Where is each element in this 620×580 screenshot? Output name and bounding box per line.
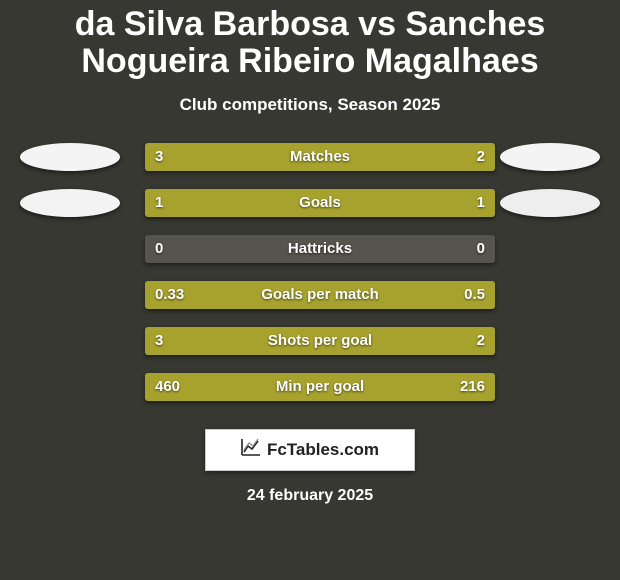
chart-line-icon	[241, 438, 261, 461]
stat-label: Hattricks	[145, 235, 495, 263]
player-a-country-badge	[20, 189, 120, 217]
stat-row: 460216Min per goal	[10, 373, 610, 419]
stat-bar-track: 00Hattricks	[145, 235, 495, 263]
stat-bar-track: 11Goals	[145, 189, 495, 217]
stat-row: 0.330.5Goals per match	[10, 281, 610, 327]
stat-label: Shots per goal	[145, 327, 495, 355]
attribution-text: FcTables.com	[267, 440, 379, 460]
subtitle: Club competitions, Season 2025	[0, 95, 620, 115]
stats-comparison: 32Matches 11Goals 00Hattricks 0.330.5Goals …	[0, 143, 620, 419]
player-b-club-badge	[500, 143, 600, 171]
stat-label: Matches	[145, 143, 495, 171]
date-text: 24 february 2025	[0, 487, 620, 505]
player-b-country-badge	[500, 189, 600, 217]
stat-bar-track: 460216Min per goal	[145, 373, 495, 401]
stat-row: 00Hattricks	[10, 235, 610, 281]
stat-bar-track: 32Shots per goal	[145, 327, 495, 355]
stat-row: 11Goals	[10, 189, 610, 235]
player-a-club-badge	[20, 143, 120, 171]
stat-row: 32Shots per goal	[10, 327, 610, 373]
stat-bar-track: 0.330.5Goals per match	[145, 281, 495, 309]
stat-row: 32Matches	[10, 143, 610, 189]
stat-bar-track: 32Matches	[145, 143, 495, 171]
page-title: da Silva Barbosa vs Sanches Nogueira Rib…	[0, 0, 620, 81]
stat-label: Min per goal	[145, 373, 495, 401]
attribution-badge: FcTables.com	[205, 429, 415, 471]
stat-label: Goals	[145, 189, 495, 217]
stat-label: Goals per match	[145, 281, 495, 309]
